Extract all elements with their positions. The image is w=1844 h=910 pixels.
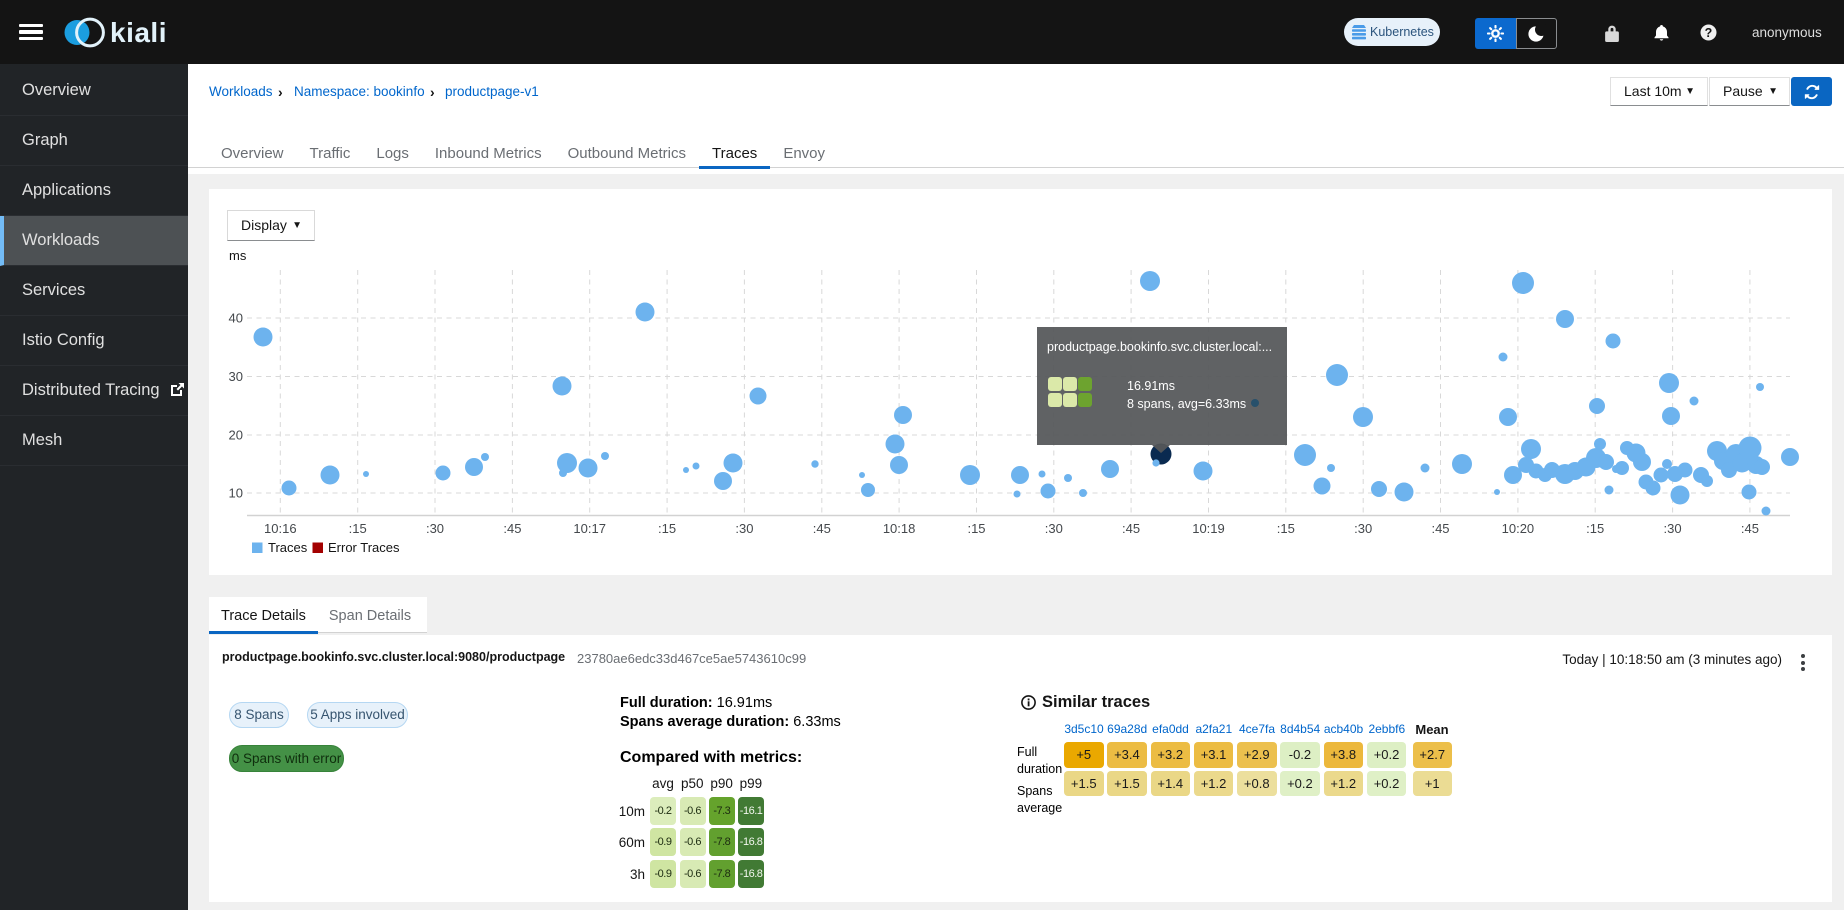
svg-text:10:19: 10:19 <box>1192 521 1225 536</box>
svg-text::45: :45 <box>1741 521 1759 536</box>
svg-text:10:17: 10:17 <box>573 521 606 536</box>
svg-text:10: 10 <box>229 486 243 501</box>
svg-text::45: :45 <box>813 521 831 536</box>
svg-text::45: :45 <box>1122 521 1140 536</box>
svg-text::30: :30 <box>1045 521 1063 536</box>
svg-text::30: :30 <box>735 521 753 536</box>
svg-text:10:16: 10:16 <box>264 521 297 536</box>
svg-text:30: 30 <box>229 369 243 384</box>
svg-text::15: :15 <box>1586 521 1604 536</box>
svg-text:10:18: 10:18 <box>883 521 916 536</box>
svg-text:40: 40 <box>229 311 243 326</box>
svg-text:?: ? <box>1705 26 1713 40</box>
svg-text:Error Traces: Error Traces <box>328 540 400 555</box>
svg-text::45: :45 <box>1431 521 1449 536</box>
svg-text:20: 20 <box>229 428 243 443</box>
svg-text::45: :45 <box>503 521 521 536</box>
svg-text::15: :15 <box>658 521 676 536</box>
svg-text::15: :15 <box>1277 521 1295 536</box>
svg-text::30: :30 <box>1354 521 1372 536</box>
svg-text:Traces: Traces <box>268 540 308 555</box>
svg-text:10:20: 10:20 <box>1502 521 1535 536</box>
svg-text::30: :30 <box>426 521 444 536</box>
svg-text::30: :30 <box>1664 521 1682 536</box>
svg-text::15: :15 <box>967 521 985 536</box>
svg-text::15: :15 <box>349 521 367 536</box>
